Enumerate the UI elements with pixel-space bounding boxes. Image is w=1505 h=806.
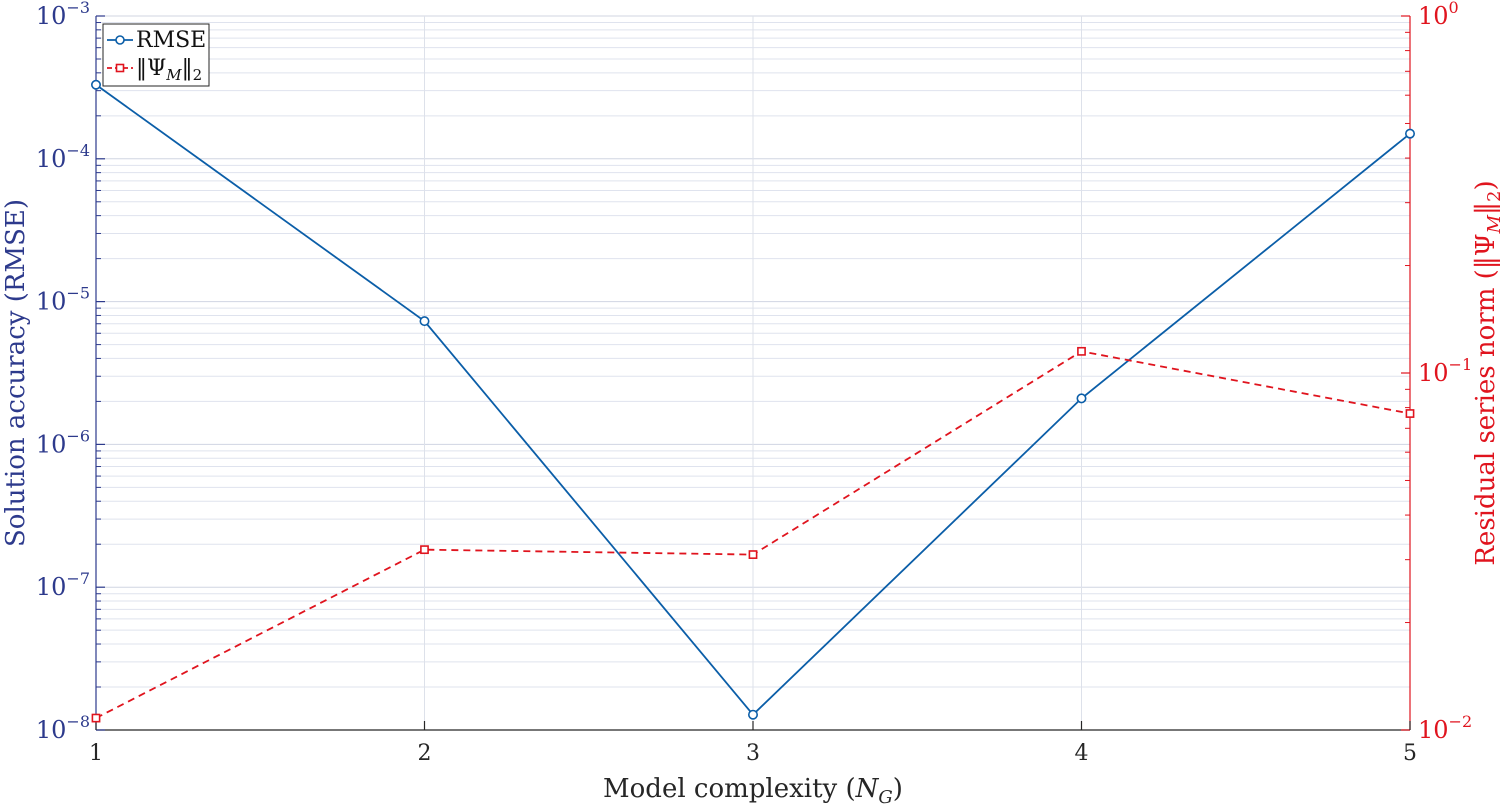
left-tick-label: 10−7: [36, 569, 90, 601]
data-point-marker: [747, 709, 758, 720]
legend: RMSE ‖ΨM‖2: [102, 23, 210, 87]
data-point-marker: [420, 545, 429, 555]
left-tick-label: 10−8: [36, 712, 90, 744]
left-y-axis-label: Solution accuracy (RMSE): [1, 199, 31, 547]
grid: [95, 15, 1411, 731]
series-layer: [91, 79, 1416, 723]
x-axis-label: Model complexity (NG): [603, 774, 903, 806]
data-point-marker: [1076, 393, 1087, 404]
legend-label-rmse: RMSE: [136, 28, 206, 53]
data-point-marker: [419, 316, 430, 327]
x-tick-label: 2: [418, 741, 432, 766]
data-point-marker: [91, 79, 102, 90]
right-tick-label: 10−2: [1418, 712, 1472, 744]
right-tick-label: 10−1: [1418, 355, 1472, 387]
data-point-marker: [91, 713, 101, 723]
data-point-marker: [748, 550, 758, 559]
data-point-marker: [1077, 346, 1086, 356]
legend-label-residual-norm: ‖ΨM‖2: [136, 56, 202, 84]
legend-box: [102, 23, 210, 87]
axis-labels: Model complexity (NG) Solution accuracy (…: [1, 180, 1505, 806]
data-point-marker: [1405, 128, 1416, 139]
left-tick-label: 10−3: [36, 0, 90, 30]
left-tick-label: 10−5: [36, 284, 90, 316]
right-y-axis-label: Residual series norm (‖ΨM‖2): [1471, 180, 1505, 565]
legend-marker-rmse: [115, 35, 125, 45]
x-tick-label: 1: [89, 741, 103, 766]
x-tick-label: 5: [1403, 741, 1417, 766]
left-tick-label: 10−4: [36, 141, 90, 173]
tick-labels: 10−8 10−7 10−6 10−5 10−4 10−3 10−2 10−1 100 1 2 3 4 5: [36, 0, 1472, 766]
data-point-marker: [1405, 409, 1415, 418]
left-tick-label: 10−6: [36, 426, 90, 458]
legend-marker-residual-norm: [115, 63, 125, 73]
x-tick-label: 4: [1075, 741, 1089, 766]
right-tick-label: 100: [1418, 0, 1459, 30]
x-tick-label: 3: [746, 741, 760, 766]
